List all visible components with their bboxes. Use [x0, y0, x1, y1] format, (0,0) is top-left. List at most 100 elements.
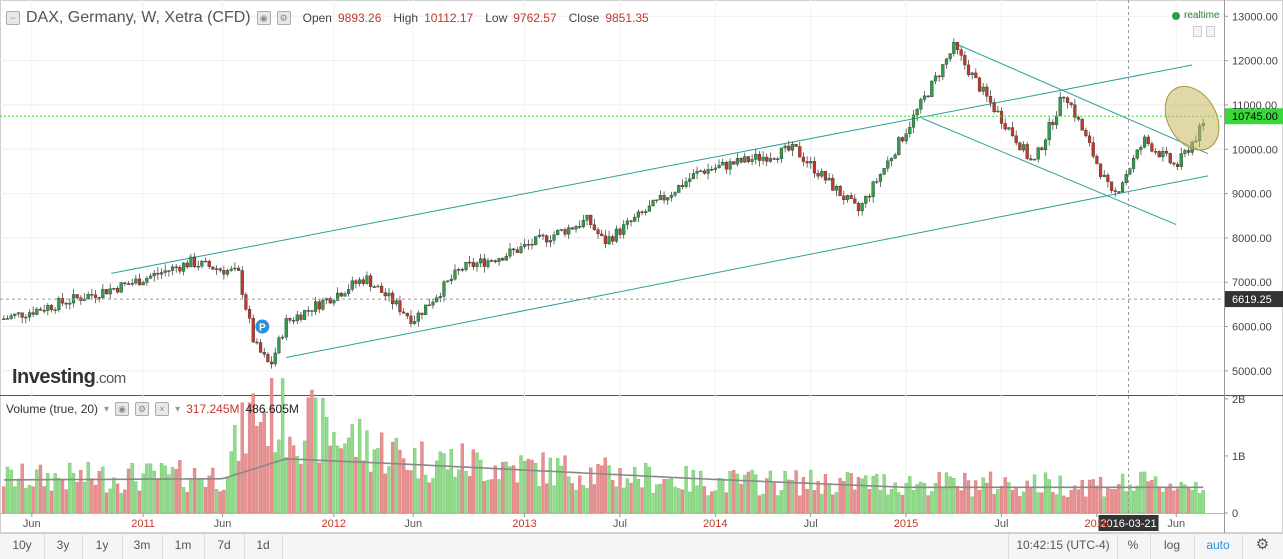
range-10y-button[interactable]: 10y: [0, 534, 45, 559]
candle-body: [280, 336, 285, 339]
volume-bar: [214, 488, 219, 514]
volume-bar: [581, 485, 586, 514]
candle-body: [207, 260, 211, 267]
percent-toggle[interactable]: %: [1116, 534, 1151, 559]
settings-icon[interactable]: ⚙: [135, 402, 150, 416]
candle-body: [1062, 96, 1066, 99]
volume-bar: [68, 462, 72, 514]
candle-body: [1007, 127, 1011, 130]
candle-body: [849, 195, 853, 199]
volume-bar: [556, 457, 560, 514]
volume-bar: [702, 486, 707, 514]
candle-body: [343, 293, 347, 297]
volume-bar: [262, 410, 266, 514]
volume-bar: [515, 482, 519, 514]
volume-bar: [732, 469, 736, 514]
candle-body: [90, 294, 94, 296]
volume-bar: [937, 472, 941, 514]
range-1m-button[interactable]: 1m: [162, 534, 205, 559]
candle-body: [545, 235, 549, 243]
candle-body: [761, 156, 765, 161]
volume-bar: [849, 473, 853, 514]
volume-bar: [387, 466, 391, 514]
volume-bar: [1117, 484, 1121, 514]
volume-bar: [401, 458, 406, 514]
candle-body: [97, 297, 101, 299]
volume-bar: [754, 474, 758, 514]
candle-body: [1161, 150, 1165, 158]
range-1y-button[interactable]: 1y: [82, 534, 123, 559]
volume-bar: [655, 484, 659, 514]
volume-bar: [911, 490, 916, 514]
range-1d-button[interactable]: 1d: [244, 534, 283, 559]
candle-body: [985, 86, 989, 97]
log-toggle[interactable]: log: [1150, 534, 1195, 559]
volume-bar: [779, 490, 784, 514]
volume-bar: [464, 471, 468, 514]
volume-bar: [867, 489, 872, 514]
candle-body: [479, 258, 483, 264]
chevron-down-icon[interactable]: ▾: [175, 403, 181, 415]
candle-body: [35, 308, 39, 315]
volume-bar: [684, 466, 688, 514]
candle-body: [640, 211, 644, 214]
candle-body: [622, 224, 626, 235]
candle-body: [658, 195, 662, 200]
range-3y-button[interactable]: 3y: [44, 534, 83, 559]
candle-body: [889, 158, 894, 162]
volume-bar: [552, 485, 556, 514]
eye-icon[interactable]: ◉: [115, 402, 130, 416]
volume-bar: [1087, 479, 1092, 514]
candle-body: [941, 64, 945, 78]
symbol-title: DAX, Germany, W, Xetra (CFD): [26, 9, 251, 26]
candle-body: [754, 154, 758, 160]
range-7d-button[interactable]: 7d: [204, 534, 245, 559]
candle-body: [159, 272, 164, 275]
eye-icon[interactable]: ◉: [256, 11, 271, 25]
candle-body: [823, 170, 828, 181]
volume-bar: [200, 478, 204, 514]
candle-body: [1018, 142, 1022, 151]
volume-bar: [809, 469, 813, 514]
close-icon[interactable]: ×: [155, 402, 170, 416]
price-axis-label: 9000.00: [1232, 189, 1272, 201]
candle-body: [75, 294, 79, 298]
candle-body: [523, 244, 527, 247]
candle-body: [313, 301, 318, 312]
volume-bar: [996, 489, 1000, 514]
auto-toggle[interactable]: auto: [1194, 534, 1243, 559]
volume-bar: [1183, 484, 1187, 514]
candle-body: [559, 229, 563, 231]
chevron-down-icon[interactable]: ▾: [104, 403, 110, 415]
volume-bar: [944, 472, 949, 514]
volume-bar: [5, 466, 10, 514]
gear-icon[interactable]: ⚙: [1255, 536, 1270, 553]
candle-body: [596, 229, 600, 235]
volume-bar: [680, 489, 685, 514]
volume-bar: [607, 465, 611, 514]
volume-bar: [482, 481, 486, 514]
candle-body: [585, 214, 589, 221]
candle-body: [13, 313, 17, 316]
candle-body: [339, 292, 343, 297]
volume-bar: [537, 486, 541, 514]
pane-maximize-icon[interactable]: [1206, 26, 1215, 37]
candle-body: [302, 310, 307, 320]
settings-icon[interactable]: ⚙: [276, 11, 291, 25]
candle-body: [317, 301, 321, 310]
volume-bar: [1186, 487, 1191, 514]
pane-minimize-icon[interactable]: [1193, 26, 1202, 37]
candle-body: [196, 266, 200, 268]
candle-body: [391, 292, 395, 305]
clock-readout: 10:42:15 (UTC-4): [1008, 534, 1118, 559]
volume-bar: [35, 469, 39, 514]
volume-bar: [823, 474, 828, 514]
volume-bar: [449, 449, 453, 514]
volume-bar: [137, 490, 142, 514]
volume-bar: [468, 476, 472, 514]
range-3m-button[interactable]: 3m: [122, 534, 163, 559]
candle-body: [475, 262, 479, 267]
collapse-icon[interactable]: −: [6, 11, 20, 25]
candle-body: [427, 304, 431, 307]
